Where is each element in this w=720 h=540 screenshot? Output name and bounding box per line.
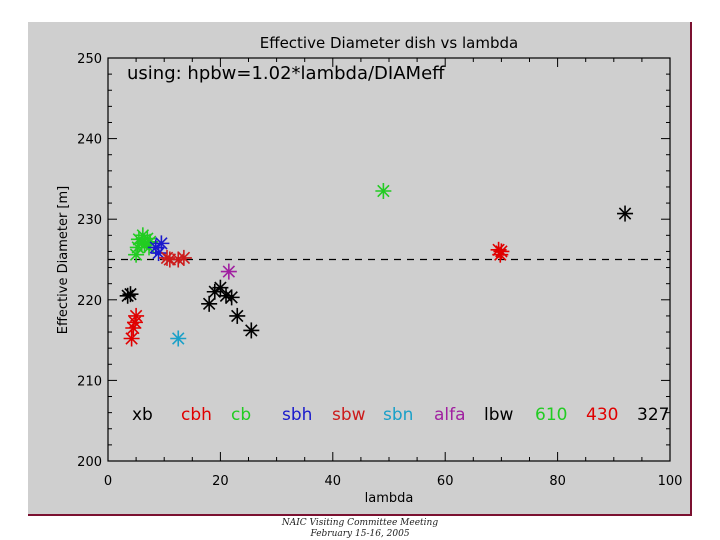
legend-sbw: sbw	[332, 405, 366, 425]
footer-line-1: NAIC Visiting Committee Meeting	[281, 518, 439, 528]
data-point-sbh	[150, 245, 167, 262]
footer-line-2: February 15-16, 2005	[310, 529, 410, 539]
data-point-sbn	[170, 330, 187, 347]
data-point-cbh	[128, 307, 145, 324]
legend-lbw: lbw	[484, 405, 514, 425]
y-tick-label: 240	[77, 133, 102, 148]
x-tick-label: 0	[104, 474, 112, 489]
data-point-327	[617, 205, 634, 222]
legend-xb: xb	[132, 405, 153, 425]
data-point-sbw	[159, 249, 176, 266]
legend-430: 430	[586, 405, 618, 425]
legend-alfa: alfa	[434, 405, 466, 425]
slide-frame	[28, 22, 692, 516]
data-point-xb	[122, 286, 139, 303]
legend-sbh: sbh	[282, 405, 312, 425]
x-tick-label: 80	[549, 474, 566, 489]
data-point-alfa	[220, 263, 237, 280]
y-tick-label: 200	[77, 455, 102, 470]
data-point-430	[492, 246, 509, 263]
data-point-lbw	[201, 295, 218, 312]
legend-cb: cb	[231, 405, 251, 425]
x-tick-label: 60	[437, 474, 454, 489]
y-tick-label: 210	[77, 374, 102, 389]
legend-327: 327	[637, 405, 669, 425]
data-point-lbw	[212, 279, 229, 296]
footer: NAIC Visiting Committee Meeting February…	[0, 518, 720, 540]
axis-ticks: 0 20 40 60 80 100 200 210 220 230 240 250	[77, 52, 682, 489]
legend: xb cbh cb sbh sbw sbn alfa lbw 610 430 3…	[132, 405, 669, 425]
y-tick-label: 230	[77, 213, 102, 228]
data-point-xb	[119, 287, 136, 304]
x-tick-label: 40	[325, 474, 342, 489]
y-tick-label: 250	[77, 52, 102, 67]
chart-title: Effective Diameter dish vs lambda	[260, 34, 518, 52]
x-axis-label: lambda	[365, 491, 414, 506]
data-point-sbh	[153, 235, 170, 252]
x-tick-label: 20	[212, 474, 229, 489]
data-point-430	[493, 243, 510, 260]
chart-subtitle: using: hpbw=1.02*lambda/DIAMeff	[127, 63, 445, 84]
data-point-lbw	[243, 322, 260, 339]
legend-sbn: sbn	[383, 405, 413, 425]
data-point-cbh	[123, 330, 140, 347]
legend-610: 610	[535, 405, 567, 425]
data-point-lbw	[229, 307, 246, 324]
x-tick-label: 100	[658, 474, 683, 489]
y-axis-label: Effective Diameter [m]	[56, 186, 71, 334]
y-tick-label: 220	[77, 294, 102, 309]
data-point-610	[375, 182, 392, 199]
data-marks	[119, 182, 634, 347]
legend-cbh: cbh	[181, 405, 212, 425]
data-point-sbw	[175, 249, 192, 266]
data-point-cb	[134, 227, 151, 244]
data-point-lbw	[223, 289, 240, 306]
